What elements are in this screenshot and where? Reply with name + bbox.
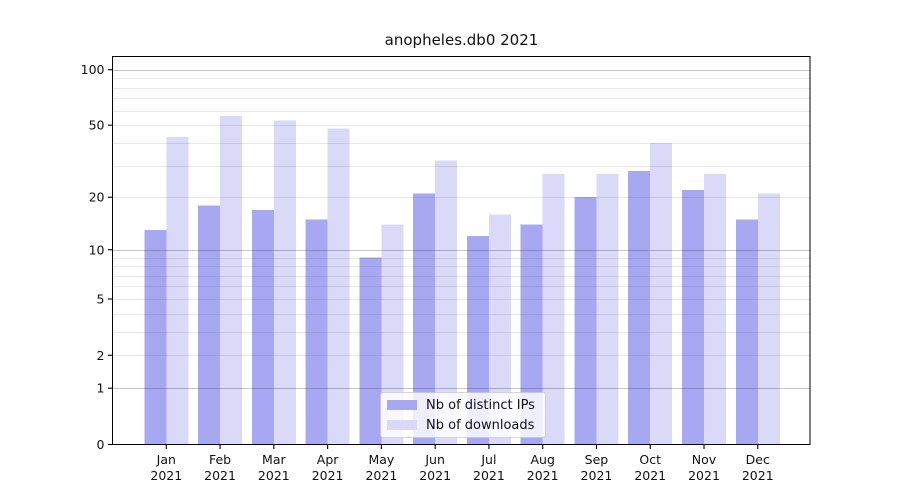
legend-row-distinct-ips: Nb of distinct IPs xyxy=(387,396,537,414)
legend-swatch-downloads xyxy=(387,420,417,430)
bar-may-nb-of-distinct-ips xyxy=(359,257,382,445)
bar-nov-nb-of-distinct-ips xyxy=(682,189,704,445)
y-tick-label-2: 2 xyxy=(97,348,105,363)
legend: Nb of distinct IPs Nb of downloads xyxy=(380,392,546,438)
x-tick-label-nov: Nov xyxy=(692,452,717,467)
bar-jul-nb-of-downloads xyxy=(488,214,511,445)
bar-oct-nb-of-downloads xyxy=(650,142,673,445)
x-tick-label-dec-year: 2021 xyxy=(742,468,774,483)
x-tick-label-sep-year: 2021 xyxy=(581,468,613,483)
x-tick-label-feb: Feb xyxy=(209,452,231,467)
x-tick-label-feb-year: 2021 xyxy=(204,468,236,483)
bar-mar-nb-of-downloads xyxy=(273,120,296,445)
legend-label-downloads: Nb of downloads xyxy=(426,417,535,433)
legend-swatch-distinct-ips xyxy=(387,400,417,410)
x-tick-label-jul: Jul xyxy=(480,452,496,467)
bar-may-nb-of-downloads xyxy=(381,224,404,445)
x-tick-label-jun-year: 2021 xyxy=(419,468,451,483)
y-tick-label-0: 0 xyxy=(97,437,105,452)
legend-row-downloads: Nb of downloads xyxy=(387,416,537,434)
x-tick-label-oct: Oct xyxy=(639,452,661,467)
bar-jun-nb-of-distinct-ips xyxy=(413,193,436,445)
y-tick-label-10: 10 xyxy=(89,242,105,257)
bar-mar-nb-of-distinct-ips xyxy=(251,209,274,445)
bar-apr-nb-of-distinct-ips xyxy=(305,219,328,445)
x-tick-label-may: May xyxy=(368,452,394,467)
bar-jan-nb-of-distinct-ips xyxy=(144,230,167,445)
y-tick-label-20: 20 xyxy=(89,190,105,205)
bar-aug-nb-of-distinct-ips xyxy=(520,224,543,445)
bar-nov-nb-of-downloads xyxy=(704,173,726,445)
x-tick-label-jun: Jun xyxy=(424,452,445,467)
bar-oct-nb-of-distinct-ips xyxy=(628,171,651,445)
bar-dec-nb-of-distinct-ips xyxy=(735,219,758,445)
bar-dec-nb-of-downloads xyxy=(757,193,780,445)
x-tick-label-jul-year: 2021 xyxy=(473,468,505,483)
x-tick-label-apr-year: 2021 xyxy=(312,468,344,483)
plot-border xyxy=(112,56,811,445)
y-tick-label-100: 100 xyxy=(81,62,105,77)
x-tick-label-aug: Aug xyxy=(530,452,554,467)
x-tick-label-mar: Mar xyxy=(262,452,286,467)
bar-aug-nb-of-downloads xyxy=(542,173,565,445)
chart-title: anopheles.db0 2021 xyxy=(384,31,539,49)
y-tick-label-1: 1 xyxy=(97,381,105,396)
x-tick-label-jan: Jan xyxy=(156,452,176,467)
x-tick-label-dec: Dec xyxy=(746,452,770,467)
bar-jun-nb-of-downloads xyxy=(435,160,458,445)
bar-apr-nb-of-downloads xyxy=(327,128,350,445)
bar-jan-nb-of-downloads xyxy=(166,137,189,445)
bar-feb-nb-of-downloads xyxy=(220,116,243,445)
y-tick-label-50: 50 xyxy=(89,118,105,133)
x-tick-label-apr: Apr xyxy=(317,452,339,467)
x-tick-label-nov-year: 2021 xyxy=(688,468,720,483)
x-tick-label-aug-year: 2021 xyxy=(527,468,559,483)
x-tick-label-oct-year: 2021 xyxy=(634,468,666,483)
x-tick-label-may-year: 2021 xyxy=(365,468,397,483)
x-tick-label-sep: Sep xyxy=(585,452,609,467)
x-tick-label-jan-year: 2021 xyxy=(150,468,182,483)
bar-sep-nb-of-downloads xyxy=(596,173,619,445)
bar-sep-nb-of-distinct-ips xyxy=(574,197,597,445)
x-tick-label-mar-year: 2021 xyxy=(258,468,290,483)
bar-feb-nb-of-distinct-ips xyxy=(198,205,221,445)
y-tick-label-5: 5 xyxy=(97,291,105,306)
legend-label-distinct-ips: Nb of distinct IPs xyxy=(426,397,535,413)
